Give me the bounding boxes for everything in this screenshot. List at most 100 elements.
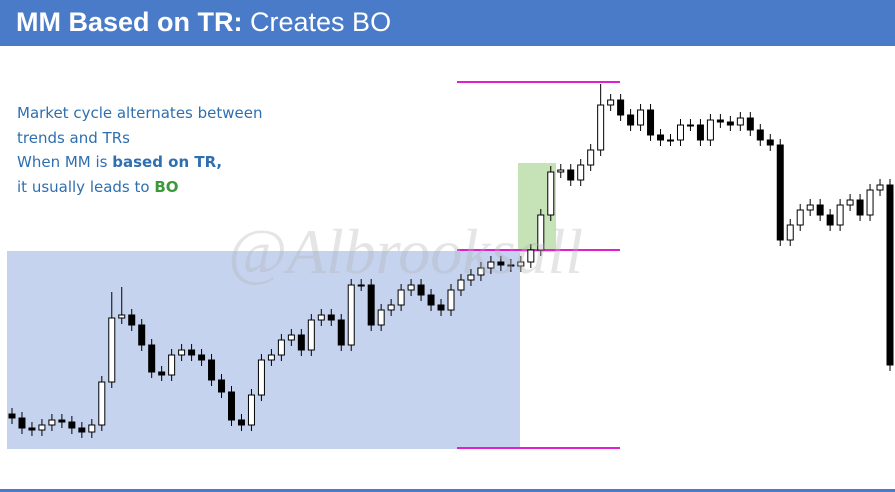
candle-body	[267, 354, 275, 361]
candle-body	[796, 209, 804, 226]
candle-body	[168, 354, 176, 376]
candle-body	[587, 149, 595, 166]
candle-body	[816, 204, 824, 216]
candle-body	[766, 139, 774, 146]
candle-body	[597, 104, 605, 151]
candle-body	[836, 204, 844, 226]
candle-body	[277, 339, 285, 356]
candle-body	[487, 261, 495, 269]
candle-body	[866, 189, 874, 216]
footer-bar	[0, 489, 895, 492]
candle-body	[627, 114, 635, 126]
candle-body	[776, 144, 784, 241]
candle-body	[786, 224, 794, 241]
candle-body	[706, 119, 714, 141]
candle-body	[327, 314, 335, 321]
candle-body	[188, 349, 196, 356]
candle-body	[427, 294, 435, 306]
candle-body	[397, 289, 405, 306]
candle-body	[477, 267, 485, 276]
candle-body	[247, 394, 255, 426]
candle-body	[347, 284, 355, 346]
candle-body	[617, 99, 625, 116]
candle-body	[417, 284, 425, 296]
note-bold-green: BO	[154, 177, 179, 196]
candle-body	[387, 304, 395, 311]
candle-body	[58, 419, 66, 423]
candle-body	[637, 109, 645, 126]
candle-body	[856, 199, 864, 216]
candle-body	[28, 427, 36, 431]
candle-body	[886, 184, 894, 366]
candle-body	[527, 249, 535, 263]
candle-body	[357, 284, 365, 287]
candle-body	[457, 279, 465, 291]
note-line: it usually leads to BO	[17, 175, 263, 200]
notes: Market cycle alternates between trends an…	[17, 101, 263, 199]
note-line: trends and TRs	[17, 128, 130, 147]
candle-body	[78, 427, 86, 433]
candle-body	[547, 171, 555, 216]
candle-body	[38, 424, 46, 431]
candle-body	[826, 214, 834, 226]
candle-body	[497, 261, 505, 266]
candle-body	[467, 274, 475, 281]
candle-body	[676, 124, 684, 141]
candle-body	[537, 214, 545, 251]
candle-body	[607, 99, 615, 106]
candle-body	[287, 334, 295, 341]
candle-body	[657, 134, 665, 141]
candle-body	[128, 314, 136, 326]
candle-body	[876, 184, 884, 191]
candle-body	[158, 371, 166, 376]
candle-body	[198, 354, 206, 361]
candle-body	[447, 289, 455, 311]
candle-body	[68, 421, 76, 429]
candle-body	[228, 391, 235, 421]
trading-range-box	[7, 251, 520, 449]
candle-body	[48, 419, 56, 426]
candle-body	[746, 117, 754, 131]
candle-body	[307, 319, 315, 351]
candle-body	[736, 117, 744, 126]
candle-body	[846, 199, 854, 206]
candle-body	[317, 314, 325, 321]
candle-body	[437, 304, 445, 311]
title-bold: MM Based on TR:	[16, 7, 243, 37]
candle-body	[557, 169, 565, 173]
candle-body	[567, 169, 575, 181]
candle-body	[118, 314, 126, 319]
candle-body	[696, 124, 704, 141]
candle-body	[88, 424, 96, 433]
candle-body	[377, 309, 385, 326]
note-line: Market cycle alternates between	[17, 104, 263, 122]
candle-body	[178, 349, 186, 356]
note-line: When MM is based on TR,	[17, 150, 263, 175]
candle-body	[517, 261, 525, 267]
candle-body	[98, 381, 106, 426]
watermark: @Albrooksall	[228, 216, 584, 287]
candle-body	[237, 419, 245, 426]
candle-body	[726, 121, 734, 126]
candle-body	[208, 359, 216, 381]
candle-body	[148, 344, 156, 373]
candle-body	[367, 284, 375, 326]
candle-body	[108, 317, 116, 383]
candle-body	[337, 319, 345, 346]
title-rest: Creates BO	[250, 7, 392, 37]
candle-body	[407, 284, 415, 291]
candle-body	[647, 109, 655, 136]
candle-body	[218, 379, 226, 393]
candle-body	[577, 164, 585, 181]
note-bold: based on TR,	[112, 153, 223, 171]
candle-body	[257, 359, 265, 396]
candle-body	[18, 417, 26, 429]
candle-body	[686, 124, 694, 127]
candle-body	[507, 264, 515, 267]
note-text: it usually leads to	[17, 177, 155, 196]
candle-body	[667, 139, 674, 142]
candles	[8, 84, 894, 438]
note-text: When MM is	[17, 153, 113, 171]
